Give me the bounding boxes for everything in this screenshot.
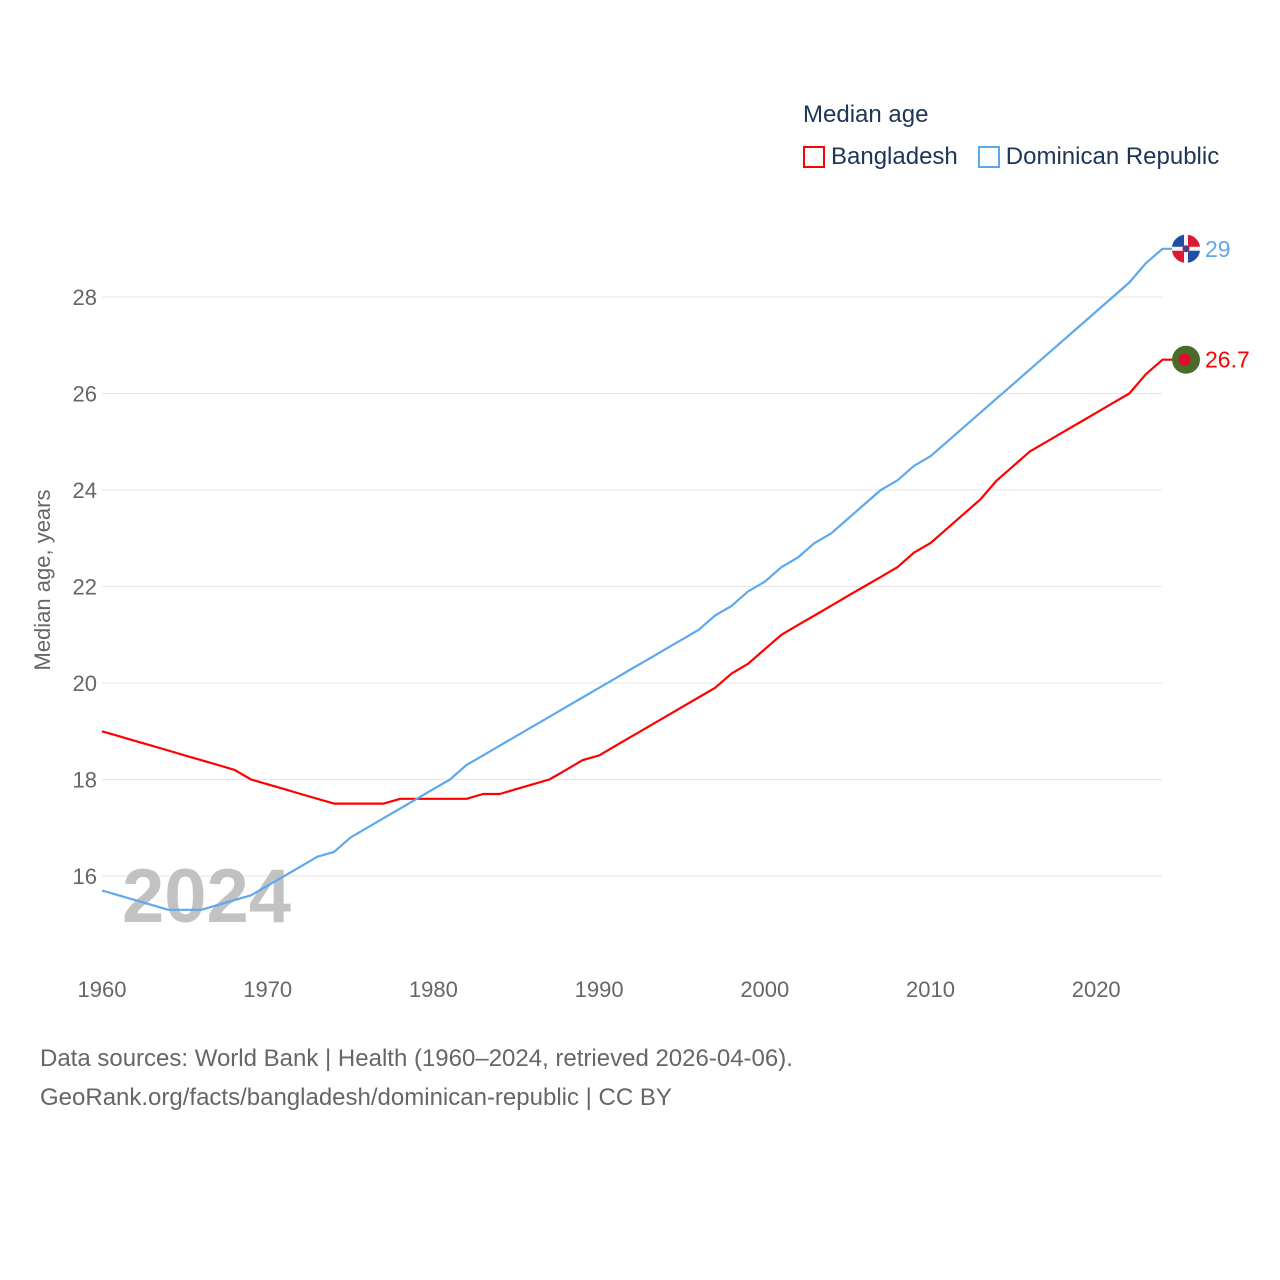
footer-sources: Data sources: World Bank | Health (1960–… xyxy=(40,1045,793,1072)
y-tick-label: 16 xyxy=(73,864,97,889)
end-value-label: 26.7 xyxy=(1205,347,1250,373)
end-value-label: 29 xyxy=(1205,236,1231,262)
legend-label: Dominican Republic xyxy=(1005,143,1220,170)
x-tick-label: 1960 xyxy=(78,977,127,1002)
flag-quadrant xyxy=(1188,234,1200,247)
year-watermark: 2024 xyxy=(122,854,291,939)
series-line-bangladesh xyxy=(101,358,1172,805)
y-tick-label: 18 xyxy=(73,768,97,793)
legend-swatch xyxy=(977,146,1000,168)
y-tick-label: 20 xyxy=(73,671,97,696)
flag-emblem xyxy=(1182,245,1190,253)
legend-label: Bangladesh xyxy=(831,143,958,170)
legend-item-bangladesh[interactable]: Bangladesh xyxy=(803,143,958,171)
legend: Bangladesh Dominican Republic xyxy=(803,143,1219,171)
flag-quadrant xyxy=(1172,250,1184,263)
flag-quadrant xyxy=(1188,250,1200,263)
flag-quadrant xyxy=(1172,234,1184,247)
legend-title: Median age xyxy=(803,101,929,128)
y-tick-label: 26 xyxy=(73,382,97,407)
x-tick-label: 1970 xyxy=(243,977,292,1002)
y-tick-label: 24 xyxy=(73,478,97,503)
x-tick-label: 1990 xyxy=(575,977,624,1002)
x-tick-label: 2020 xyxy=(1072,977,1121,1002)
x-tick-label: 2000 xyxy=(740,977,789,1002)
y-tick-label: 28 xyxy=(73,285,97,310)
bangladesh-flag-disc xyxy=(1178,353,1191,366)
x-tick-label: 2010 xyxy=(906,977,955,1002)
footer-url[interactable]: GeoRank.org/facts/bangladesh/dominican-r… xyxy=(40,1084,672,1111)
legend-item-dominican-republic[interactable]: Dominican Republic xyxy=(977,143,1220,171)
y-tick-label: 22 xyxy=(73,575,97,600)
series-line-dominican-republic xyxy=(101,247,1172,911)
x-tick-label: 1980 xyxy=(409,977,458,1002)
legend-swatch xyxy=(803,146,825,168)
y-axis-label: Median age, years xyxy=(30,490,55,671)
